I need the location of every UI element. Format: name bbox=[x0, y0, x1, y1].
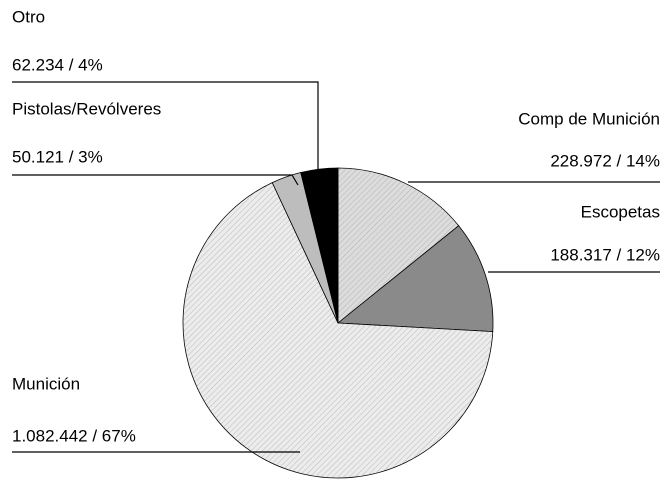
leader-line bbox=[12, 81, 319, 170]
slice-texture bbox=[182, 182, 493, 479]
slice-texture bbox=[338, 168, 459, 323]
slice-label: Escopetas bbox=[581, 202, 660, 221]
slice-label: Comp de Munición bbox=[518, 109, 660, 128]
pie bbox=[182, 167, 494, 479]
leader-line bbox=[12, 174, 299, 186]
slice-value-label: 188.317 / 12% bbox=[550, 245, 660, 264]
slice-label: Otro bbox=[12, 7, 45, 26]
pie-slice bbox=[300, 167, 339, 324]
slice-value-label: 50.121 / 3% bbox=[12, 147, 103, 166]
slice-label: Pistolas/Revólveres bbox=[12, 99, 161, 118]
slice-value-label: 62.234 / 4% bbox=[12, 55, 103, 74]
slice-value-label: 228.972 / 14% bbox=[550, 151, 660, 170]
labels: Comp de Munición 228.972 / 14% Escopetas 18… bbox=[12, 7, 660, 453]
slice-value-label: 1.082.442 / 67% bbox=[12, 426, 136, 445]
pie-slice bbox=[336, 225, 494, 333]
slice-label: Munición bbox=[12, 374, 80, 393]
